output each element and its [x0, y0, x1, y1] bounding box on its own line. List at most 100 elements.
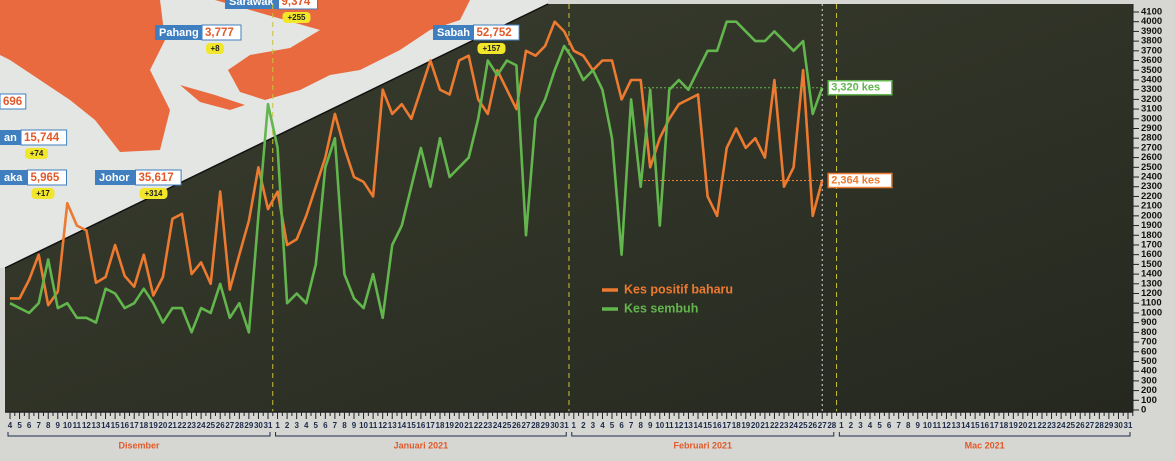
- x-tick-label: 7: [333, 421, 338, 430]
- y-tick-label: 400: [1141, 366, 1157, 377]
- region-name: Sarawak: [229, 0, 275, 8]
- region-new: +255: [287, 13, 306, 22]
- x-tick-label: 16: [120, 421, 129, 430]
- x-tick-label: 23: [780, 421, 789, 430]
- y-tick-label: 3300: [1141, 84, 1162, 95]
- region-name-box: [155, 25, 202, 40]
- region-new: +17: [36, 189, 50, 198]
- x-tick-label: 3: [294, 421, 299, 430]
- region-total: 9,374: [282, 0, 311, 8]
- end-label-box: [827, 172, 893, 189]
- x-tick-label: 5: [877, 421, 882, 430]
- x-tick-label: 12: [378, 421, 387, 430]
- x-tick-label: 13: [388, 421, 397, 430]
- region-total-box: [27, 169, 67, 186]
- x-tick-label: 26: [1076, 421, 1085, 430]
- region-total-box: [135, 169, 182, 186]
- legend-label: Kes positif baharu: [624, 282, 733, 296]
- x-tick-label: 28: [827, 421, 836, 430]
- x-tick-label: 17: [130, 421, 139, 430]
- x-tick-label: 15: [703, 421, 712, 430]
- month-label: Januari 2021: [394, 440, 449, 450]
- x-tick-label: 13: [952, 421, 961, 430]
- y-tick-label: 3400: [1141, 74, 1162, 85]
- x-tick-label: 14: [101, 421, 110, 430]
- x-tick-label: 25: [502, 421, 511, 430]
- x-tick-label: 19: [741, 421, 750, 430]
- x-tick-label: 14: [397, 421, 406, 430]
- region-name: an: [4, 132, 17, 144]
- x-tick-label: 11: [665, 421, 674, 430]
- x-tick-label: 4: [868, 421, 873, 430]
- y-tick-label: 1200: [1141, 288, 1162, 299]
- x-tick-label: 24: [1057, 421, 1066, 430]
- x-tick-label: 26: [808, 421, 817, 430]
- x-tick-label: 4: [8, 421, 13, 430]
- y-tick-label: 3600: [1141, 55, 1162, 66]
- x-tick-label: 31: [264, 421, 273, 430]
- y-tick-label: 1500: [1141, 259, 1162, 270]
- x-tick-label: 22: [474, 421, 483, 430]
- x-tick-label: 19: [1009, 421, 1018, 430]
- end-label: 2,364 kes: [831, 174, 880, 186]
- x-tick-label: 4: [304, 421, 309, 430]
- y-tick-label: 100: [1141, 395, 1157, 406]
- x-tick-label: 6: [619, 421, 624, 430]
- y-tick-label: 500: [1141, 356, 1157, 367]
- map-land: [180, 85, 245, 110]
- x-tick-label: 5: [314, 421, 319, 430]
- y-tick-label: 3200: [1141, 94, 1162, 105]
- x-tick-label: 12: [942, 421, 951, 430]
- x-tick-label: 27: [522, 421, 531, 430]
- x-tick-label: 24: [789, 421, 798, 430]
- x-tick-label: 2: [285, 421, 290, 430]
- x-tick-label: 20: [158, 421, 167, 430]
- region-total-box: [473, 24, 520, 41]
- x-tick-label: 23: [1047, 421, 1056, 430]
- x-tick-label: 8: [342, 421, 347, 430]
- x-tick-label: 9: [648, 421, 653, 430]
- x-tick-label: 7: [896, 421, 901, 430]
- y-tick-label: 4000: [1141, 16, 1162, 27]
- x-tick-label: 14: [961, 421, 970, 430]
- region-name-box: [0, 130, 21, 145]
- y-tick-label: 3700: [1141, 45, 1162, 56]
- x-tick-label: 25: [1066, 421, 1075, 430]
- y-tick-label: 800: [1141, 327, 1157, 338]
- x-tick-label: 20: [1018, 421, 1027, 430]
- x-tick-label: 18: [999, 421, 1008, 430]
- x-tick-label: 18: [139, 421, 148, 430]
- y-tick-label: 1300: [1141, 278, 1162, 289]
- region-total-box: [0, 93, 27, 110]
- region-new-box: [25, 148, 48, 159]
- x-tick-label: 18: [732, 421, 741, 430]
- legend-label: Kes sembuh: [624, 301, 698, 315]
- x-tick-label: 22: [1038, 421, 1047, 430]
- y-tick-label: 2200: [1141, 191, 1162, 202]
- region-new-box: [31, 188, 55, 199]
- x-tick-label: 30: [254, 421, 263, 430]
- x-tick-label: 27: [818, 421, 827, 430]
- region-total: 696: [3, 96, 22, 108]
- y-tick-label: 1100: [1141, 298, 1162, 309]
- x-tick-label: 1: [839, 421, 844, 430]
- x-tick-label: 19: [149, 421, 158, 430]
- x-tick-label: 20: [455, 421, 464, 430]
- map-edge: [4, 3, 549, 269]
- series-line: [10, 20, 824, 307]
- y-tick-label: 2800: [1141, 133, 1162, 144]
- x-tick-label: 30: [1114, 421, 1123, 430]
- x-tick-label: 21: [1028, 421, 1037, 430]
- region-new-box: [282, 12, 311, 23]
- x-tick-label: 24: [197, 421, 206, 430]
- x-tick-label: 25: [206, 421, 215, 430]
- x-tick-label: 28: [1095, 421, 1104, 430]
- month-bracket: [275, 432, 567, 437]
- month-bracket: [571, 432, 835, 437]
- y-tick-label: 1900: [1141, 220, 1162, 231]
- x-tick-label: 21: [760, 421, 769, 430]
- region-new: +314: [144, 189, 163, 198]
- region-new-box: [477, 43, 506, 54]
- x-tick-label: 11: [369, 421, 378, 430]
- month-label: Disember: [118, 440, 160, 450]
